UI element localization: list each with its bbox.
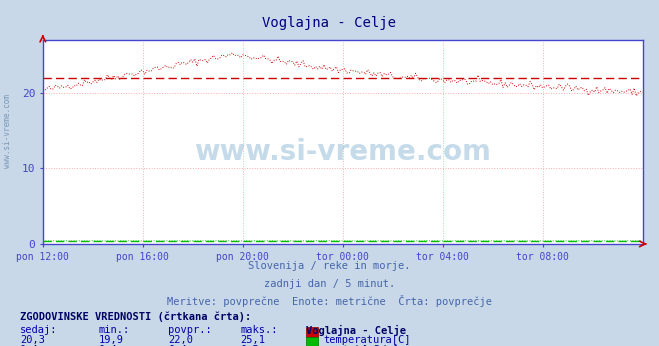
Text: 0,5: 0,5 [241, 345, 259, 346]
Text: Meritve: povprečne  Enote: metrične  Črta: povprečje: Meritve: povprečne Enote: metrične Črta:… [167, 295, 492, 307]
Text: 22,0: 22,0 [168, 335, 193, 345]
Text: www.si-vreme.com: www.si-vreme.com [3, 94, 13, 169]
Text: Slovenija / reke in morje.: Slovenija / reke in morje. [248, 261, 411, 271]
Text: povpr.:: povpr.: [168, 325, 212, 335]
Text: sedaj:: sedaj: [20, 325, 57, 335]
Text: 0,4: 0,4 [168, 345, 186, 346]
Text: www.si-vreme.com: www.si-vreme.com [194, 138, 491, 166]
Text: 19,9: 19,9 [99, 335, 124, 345]
Text: ZGODOVINSKE VREDNOSTI (črtkana črta):: ZGODOVINSKE VREDNOSTI (črtkana črta): [20, 311, 251, 322]
Text: zadnji dan / 5 minut.: zadnji dan / 5 minut. [264, 279, 395, 289]
Text: maks.:: maks.: [241, 325, 278, 335]
Text: Voglajna - Celje: Voglajna - Celje [262, 16, 397, 29]
Text: temperatura[C]: temperatura[C] [324, 335, 411, 345]
Text: 20,3: 20,3 [20, 335, 45, 345]
Text: min.:: min.: [99, 325, 130, 335]
Text: Voglajna - Celje: Voglajna - Celje [306, 325, 407, 336]
Text: 25,1: 25,1 [241, 335, 266, 345]
Text: 0,4: 0,4 [20, 345, 38, 346]
Text: 0,4: 0,4 [99, 345, 117, 346]
Text: pretok[m3/s]: pretok[m3/s] [324, 345, 399, 346]
